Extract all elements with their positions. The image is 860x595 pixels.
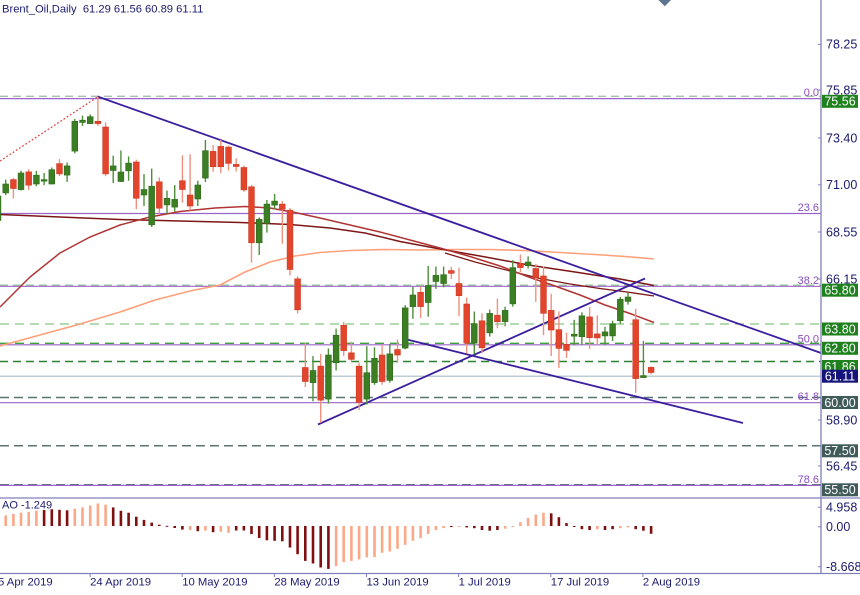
svg-text:4.958: 4.958 — [826, 501, 857, 515]
svg-text:17 Jul 2019: 17 Jul 2019 — [551, 577, 609, 589]
svg-text:1 Jul 2019: 1 Jul 2019 — [459, 577, 511, 589]
svg-text:50.0: 50.0 — [798, 333, 819, 345]
svg-text:65.80: 65.80 — [824, 284, 855, 298]
svg-text:62.80: 62.80 — [824, 342, 855, 356]
svg-text:55.50: 55.50 — [824, 483, 855, 497]
svg-text:5 Apr 2019: 5 Apr 2019 — [0, 577, 53, 589]
svg-text:68.55: 68.55 — [826, 225, 857, 239]
svg-text:10 May 2019: 10 May 2019 — [182, 577, 247, 589]
svg-text:78.25: 78.25 — [826, 38, 857, 52]
svg-text:61.11: 61.11 — [825, 370, 855, 384]
svg-text:-8.668: -8.668 — [826, 560, 860, 574]
svg-text:60.00: 60.00 — [824, 396, 855, 410]
svg-text:38.2: 38.2 — [798, 275, 819, 287]
svg-text:0.00: 0.00 — [826, 520, 850, 534]
svg-text:58.90: 58.90 — [826, 413, 857, 427]
svg-text:61.8: 61.8 — [798, 391, 819, 403]
svg-text:Brent_Oil,Daily 61.29 61.56 6: Brent_Oil,Daily 61.29 61.56 60.89 61.11 — [2, 4, 203, 16]
svg-text:71.00: 71.00 — [826, 178, 857, 192]
svg-text:66.15: 66.15 — [826, 272, 857, 286]
svg-text:63.80: 63.80 — [824, 322, 855, 336]
svg-text:56.45: 56.45 — [826, 459, 857, 473]
svg-text:28 May 2019: 28 May 2019 — [274, 577, 339, 589]
svg-text:24 Apr 2019: 24 Apr 2019 — [90, 577, 151, 589]
svg-text:57.50: 57.50 — [824, 444, 855, 458]
svg-text:75.56: 75.56 — [824, 95, 855, 109]
svg-text:73.40: 73.40 — [826, 131, 857, 145]
svg-text:0.0: 0.0 — [804, 87, 819, 99]
svg-text:2 Aug 2019: 2 Aug 2019 — [643, 577, 700, 589]
svg-text:AO -1.249: AO -1.249 — [2, 500, 52, 512]
svg-text:75.85: 75.85 — [826, 83, 857, 97]
svg-text:13 Jun 2019: 13 Jun 2019 — [367, 577, 429, 589]
svg-text:23.6: 23.6 — [798, 202, 819, 214]
svg-text:78.6: 78.6 — [798, 474, 819, 486]
